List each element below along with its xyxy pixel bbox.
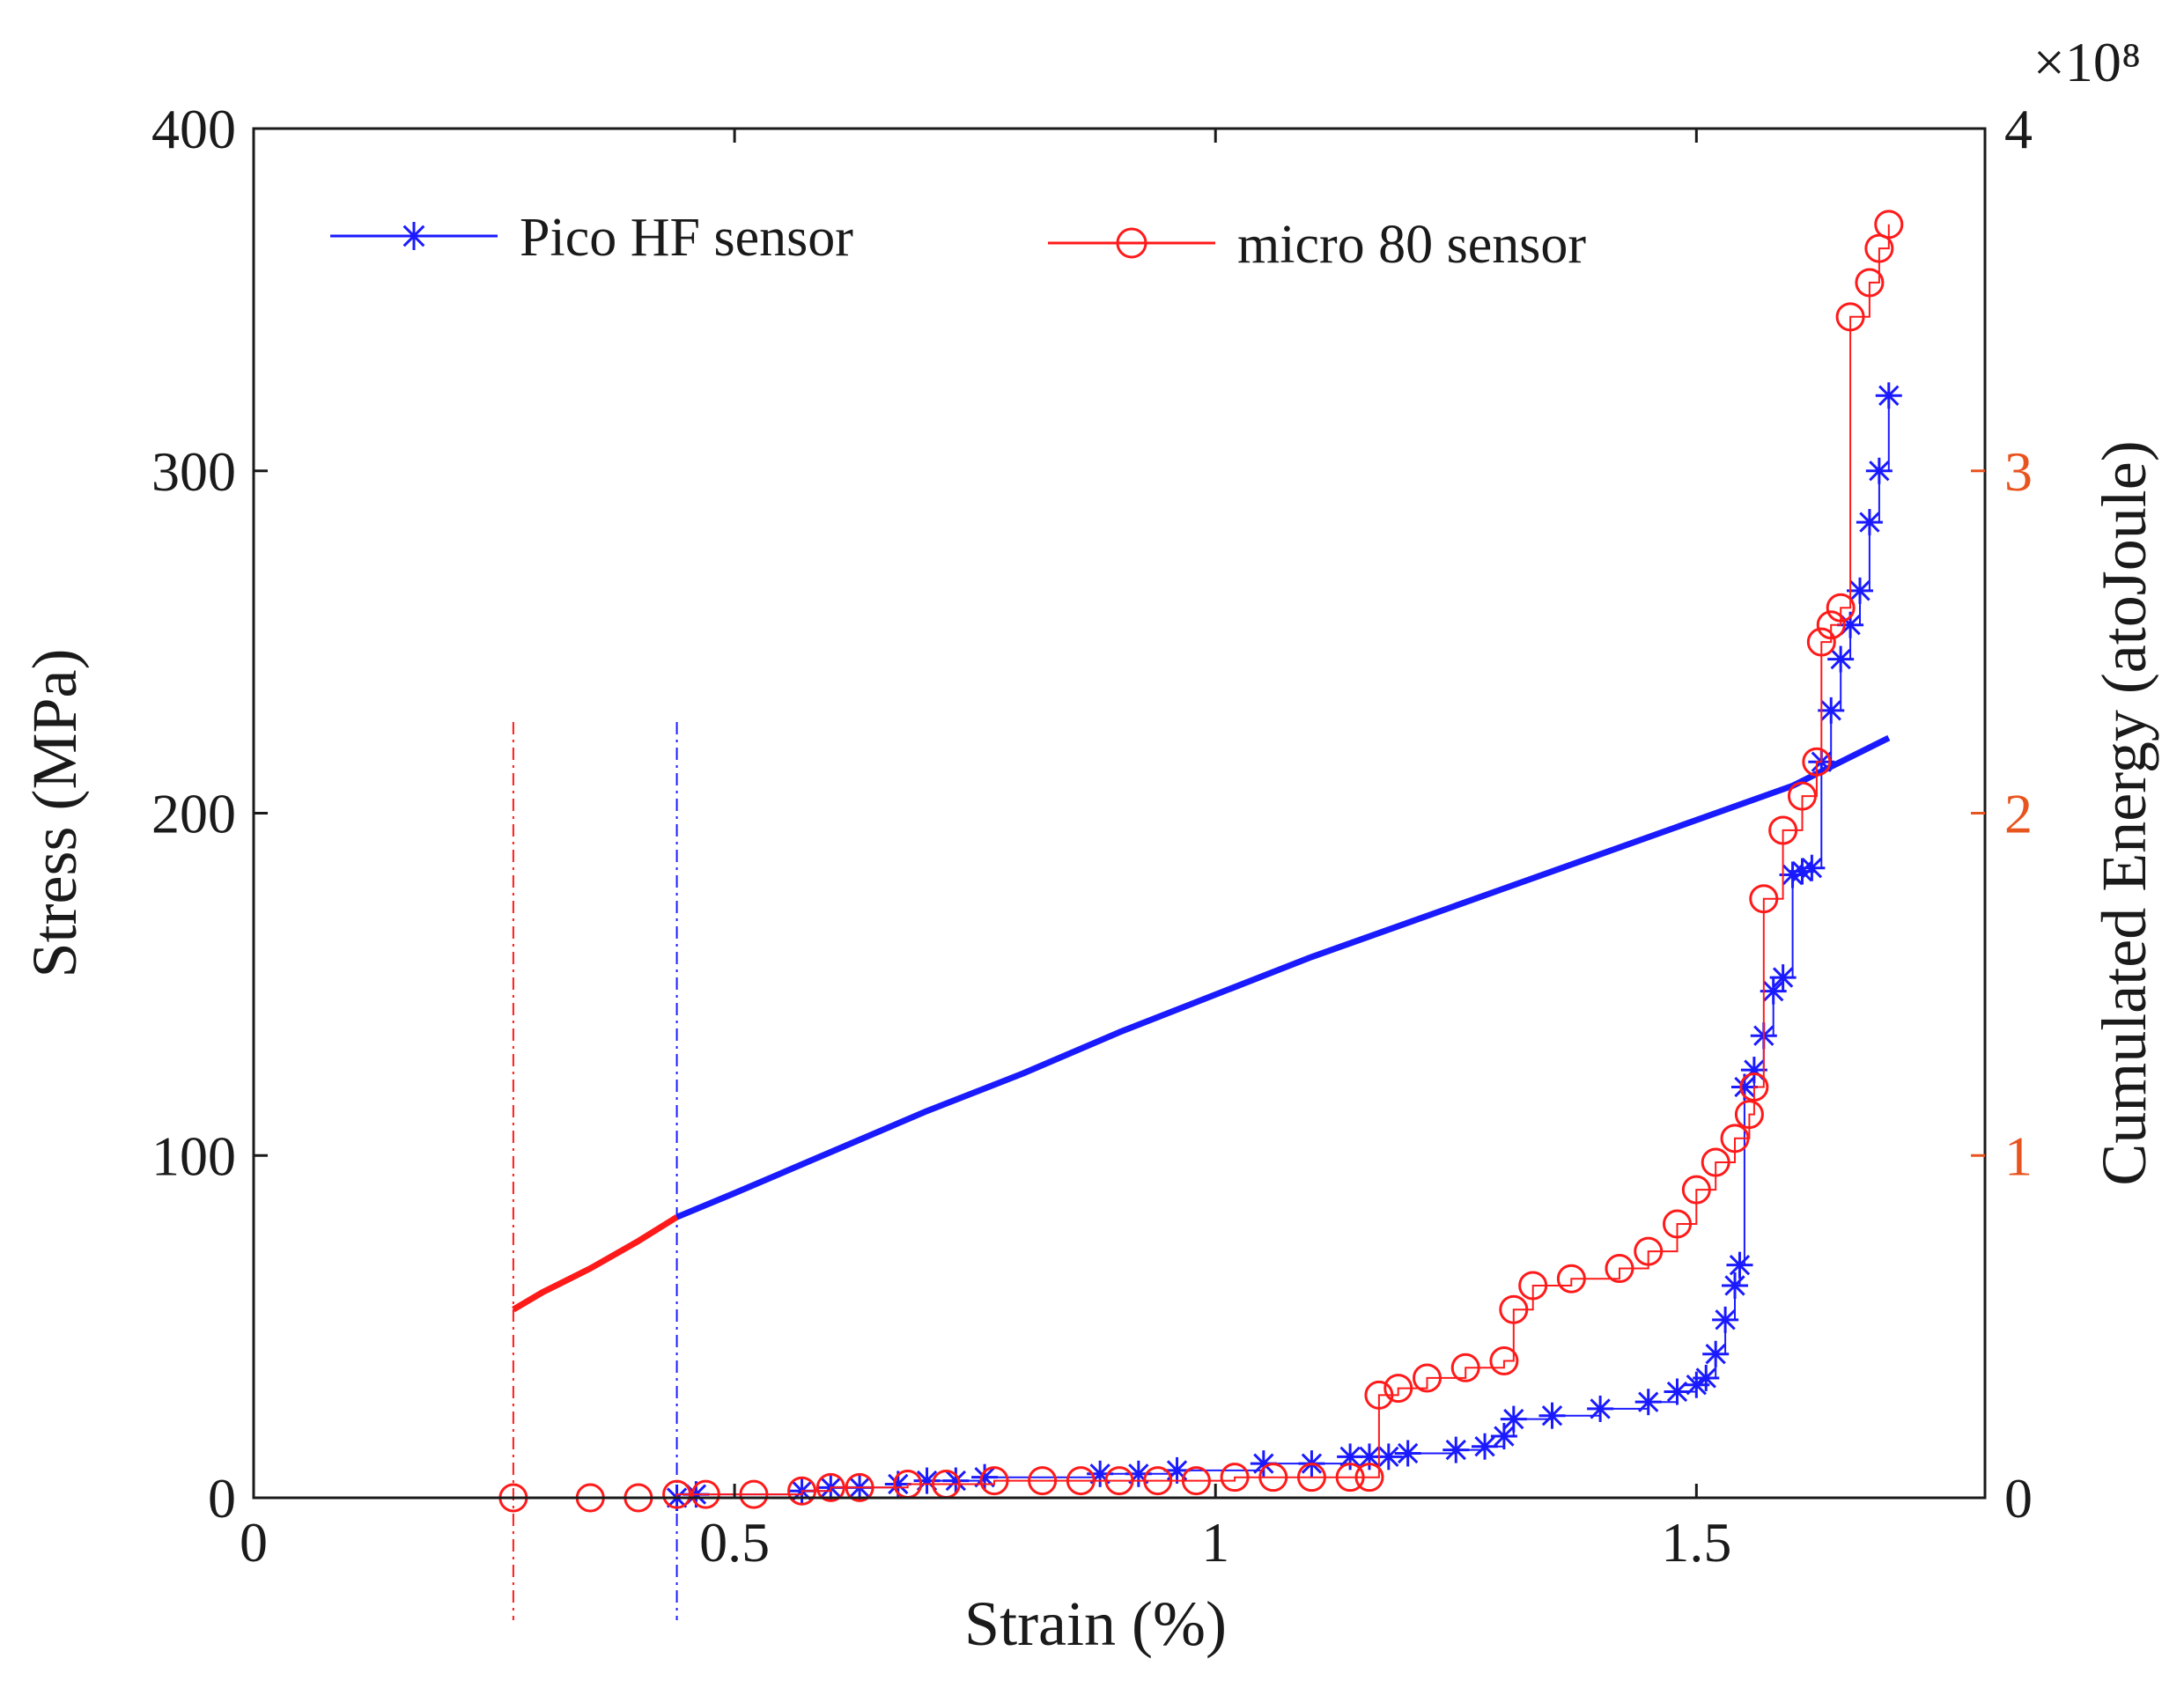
stress-curve-red-segment <box>512 1214 679 1313</box>
data-point-pico <box>1538 1402 1566 1429</box>
legend-circle-icon <box>1116 227 1147 259</box>
data-point-pico <box>1702 1340 1730 1367</box>
data-point-pico <box>913 1467 941 1494</box>
data-point-pico <box>1394 1440 1421 1467</box>
legend: Pico HF sensor micro 80 sensor <box>330 208 1586 275</box>
data-point-pico <box>1827 645 1855 673</box>
data-point-micro80 <box>1181 1466 1211 1496</box>
vertical-marker-lines <box>512 722 678 1620</box>
right-y-tick-label: 4 <box>2004 98 2033 160</box>
data-point-micro80 <box>845 1472 874 1502</box>
left-y-tick-label: 0 <box>208 1467 236 1530</box>
data-point-pico <box>1726 1251 1753 1279</box>
data-point-micro80 <box>1835 302 1865 332</box>
legend-label-micro80: micro 80 sensor <box>1237 215 1586 275</box>
data-point-micro80 <box>1499 1294 1529 1324</box>
data-point-micro80 <box>1220 1463 1250 1493</box>
data-point-micro80 <box>739 1479 769 1509</box>
left-y-axis-title: Stress (MPa) <box>19 649 90 978</box>
left-y-tick-label: 100 <box>151 1124 236 1187</box>
data-point-micro80 <box>1066 1466 1096 1496</box>
x-tick-label: 0 <box>240 1511 268 1574</box>
right-y-tick-label: 1 <box>2004 1124 2033 1187</box>
data-point-pico <box>1722 1272 1749 1299</box>
data-point-micro80 <box>1681 1175 1711 1205</box>
data-point-pico <box>1664 1378 1691 1405</box>
stress-curve-blue-segment <box>675 734 1891 1220</box>
legend-marker-pico <box>400 222 428 250</box>
data-point-pico <box>1712 1306 1739 1333</box>
data-point-micro80 <box>787 1476 817 1506</box>
data-point-pico <box>1587 1395 1614 1422</box>
plot-data-layer <box>498 210 1904 1513</box>
right-y-tick-label: 0 <box>2004 1467 2033 1530</box>
data-point-micro80 <box>1734 1100 1764 1130</box>
data-point-pico <box>1875 382 1902 409</box>
data-point-micro80 <box>662 1479 692 1509</box>
legend-asterisk-icon <box>400 222 428 250</box>
data-point-micro80 <box>1768 815 1798 845</box>
right-y-axis-title: Cumulated Energy (atoJoule) <box>2089 440 2159 1185</box>
left-y-tick-label: 200 <box>151 783 236 845</box>
data-point-micro80 <box>1816 610 1846 640</box>
data-point-micro80 <box>1662 1209 1692 1239</box>
data-point-pico <box>1442 1436 1470 1463</box>
left-y-tick-label: 400 <box>151 98 236 160</box>
data-point-micro80 <box>1802 747 1832 777</box>
data-point-pico <box>1856 509 1883 536</box>
data-point-pico <box>1500 1405 1527 1433</box>
data-point-micro80 <box>1787 781 1817 811</box>
data-point-micro80 <box>1556 1264 1586 1294</box>
data-point-micro80 <box>1874 210 1904 240</box>
data-point-micro80 <box>1518 1271 1548 1301</box>
data-point-micro80 <box>1701 1147 1730 1177</box>
data-point-pico <box>1375 1443 1402 1471</box>
data-point-pico <box>1769 964 1797 991</box>
data-point-micro80 <box>1383 1374 1413 1404</box>
tick-layer: 0 0.5 1 1.5 0 100 200 300 400 0 1 2 3 4 <box>151 98 2033 1574</box>
data-point-pico <box>1634 1389 1662 1416</box>
data-point-micro80 <box>1634 1236 1664 1266</box>
data-point-micro80 <box>1258 1463 1288 1493</box>
data-point-micro80 <box>1489 1346 1519 1375</box>
data-point-micro80 <box>1364 1380 1394 1410</box>
data-point-pico <box>1693 1364 1720 1391</box>
data-point-pico <box>1250 1450 1277 1478</box>
data-point-micro80 <box>1028 1466 1058 1496</box>
data-point-micro80 <box>1413 1363 1442 1393</box>
right-y-tick-label: 2 <box>2004 783 2033 845</box>
data-point-micro80 <box>979 1466 1009 1496</box>
data-point-micro80 <box>1605 1254 1634 1284</box>
left-y-tick-label: 300 <box>151 440 236 503</box>
x-axis-title: Strain (%) <box>964 1588 1227 1659</box>
data-point-micro80 <box>1450 1353 1480 1382</box>
right-y-tick-label: 3 <box>2004 440 2033 503</box>
data-point-pico <box>1865 457 1893 484</box>
right-axis-exponent-label: ×10⁸ <box>2033 31 2141 93</box>
x-tick-label: 0.5 <box>699 1511 770 1574</box>
data-point-micro80 <box>1354 1463 1384 1493</box>
data-point-micro80 <box>1749 884 1779 914</box>
data-point-micro80 <box>1826 593 1856 623</box>
data-point-pico <box>942 1467 970 1494</box>
data-point-pico <box>1798 854 1826 881</box>
legend-label-pico: Pico HF sensor <box>520 208 853 268</box>
data-point-micro80 <box>1296 1463 1326 1493</box>
data-point-pico <box>1472 1433 1499 1460</box>
data-point-micro80 <box>1720 1124 1750 1154</box>
data-point-micro80 <box>1335 1463 1365 1493</box>
x-tick-label: 1 <box>1201 1511 1229 1574</box>
data-point-micro80 <box>1104 1466 1134 1496</box>
data-point-micro80 <box>690 1479 720 1509</box>
data-point-micro80 <box>1806 627 1836 657</box>
data-point-micro80 <box>815 1472 845 1502</box>
data-point-micro80 <box>1739 1073 1769 1102</box>
data-point-micro80 <box>1855 268 1885 298</box>
data-point-micro80 <box>1143 1466 1173 1496</box>
legend-marker-micro80 <box>1116 227 1147 259</box>
x-tick-label: 1.5 <box>1661 1511 1731 1574</box>
